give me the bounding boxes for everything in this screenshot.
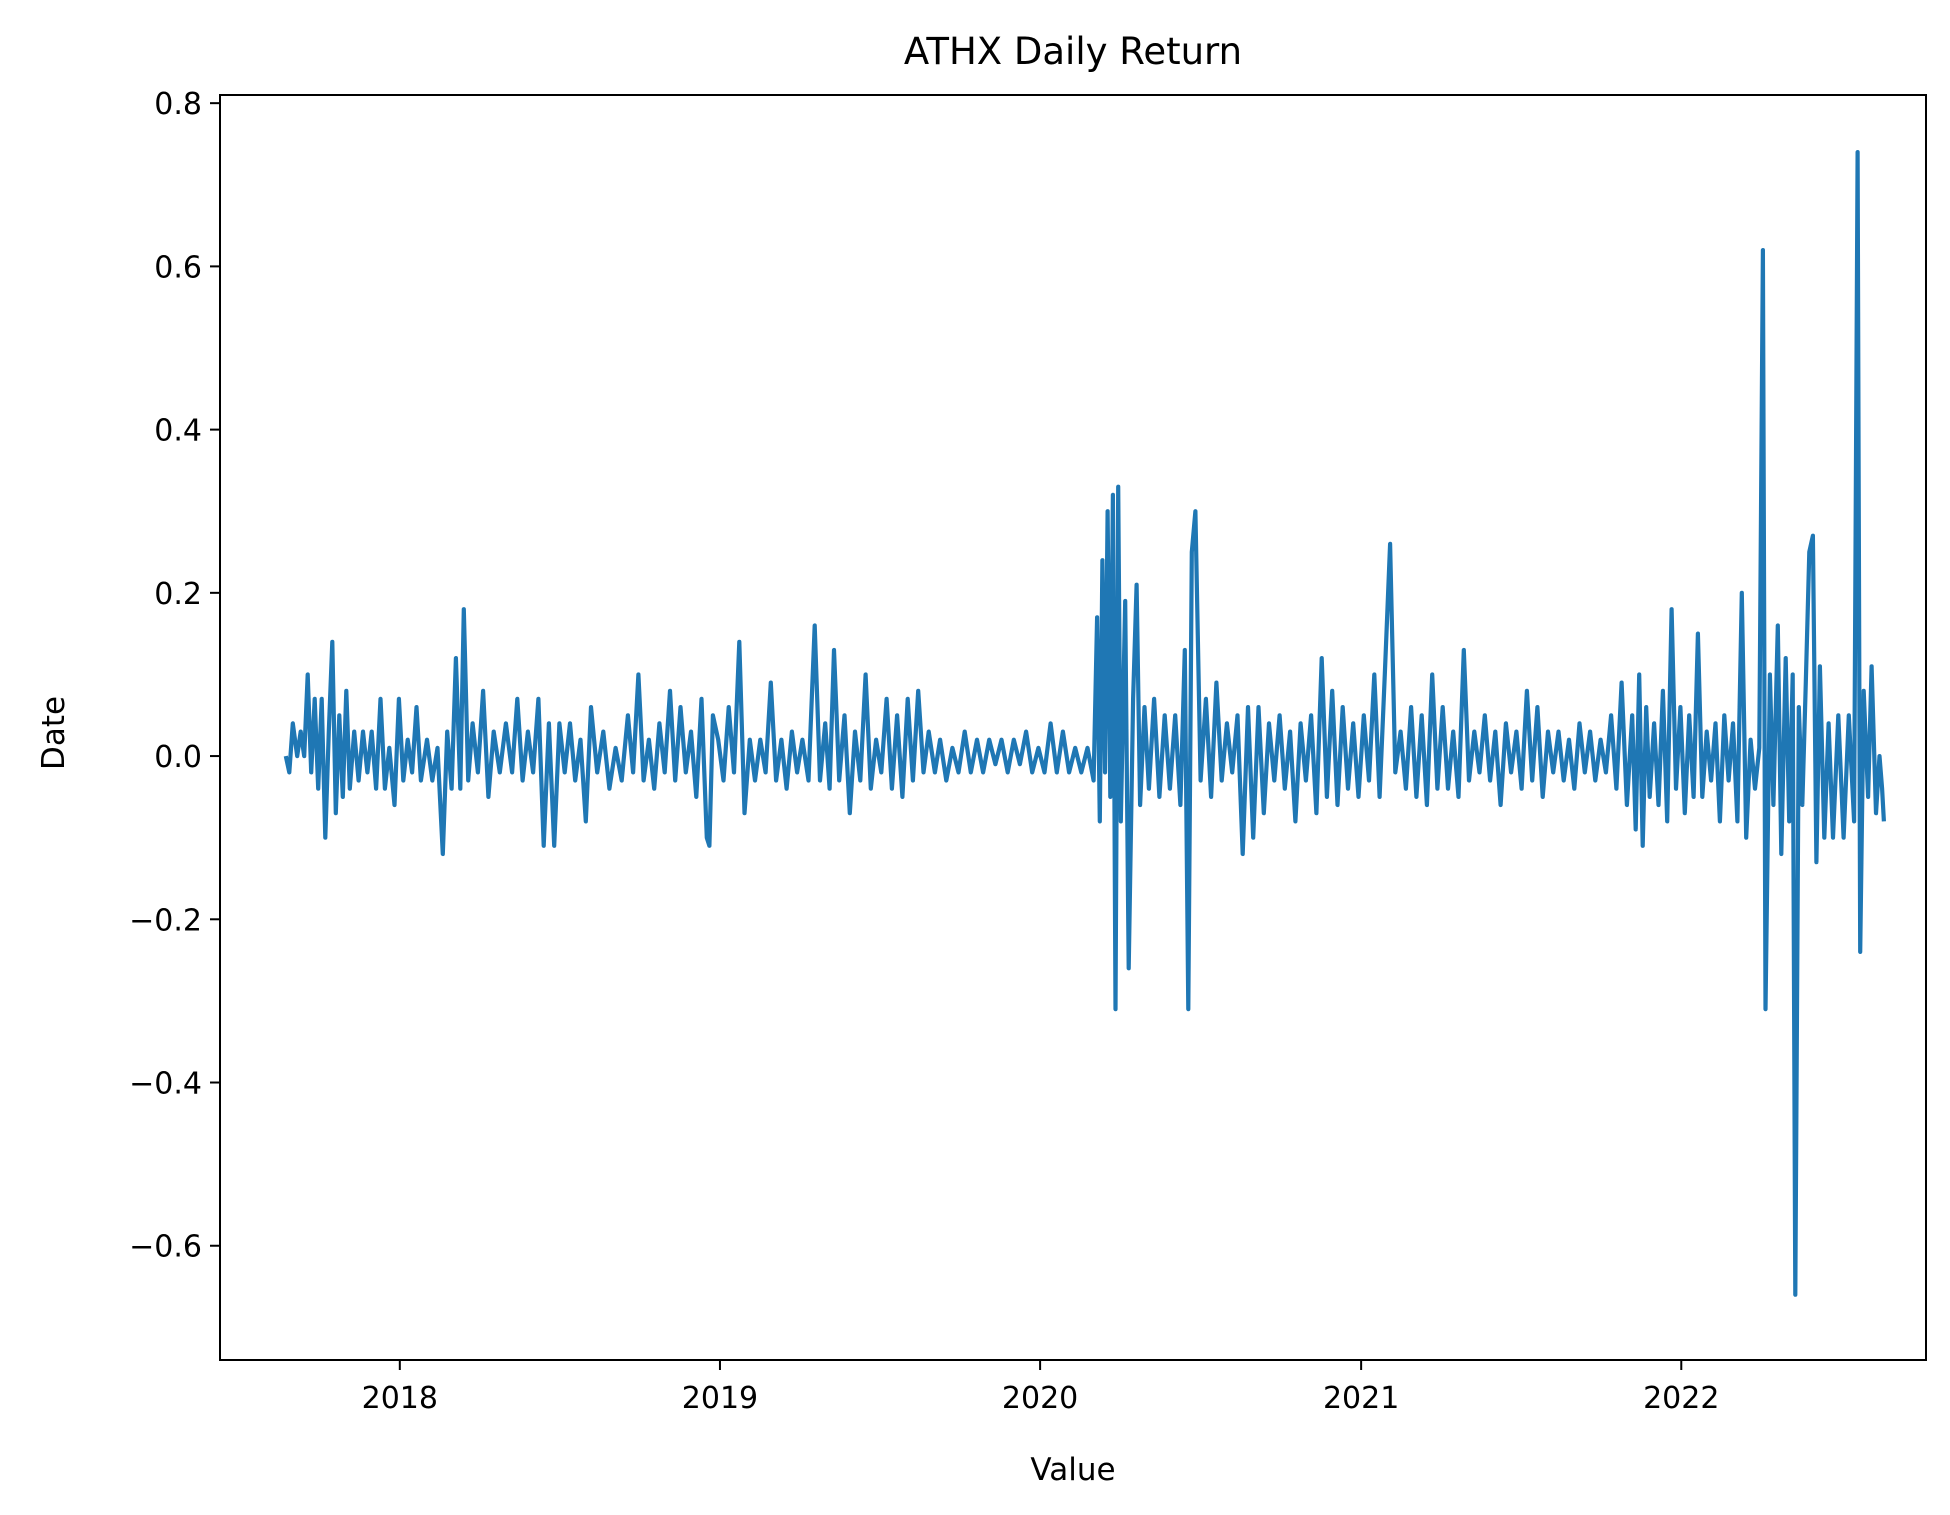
x-axis-title: Value [1030, 1452, 1115, 1488]
y-tick-label-0: 0.8 [154, 87, 202, 122]
x-tick-label-4: 2022 [1643, 1381, 1719, 1416]
axes-frame [219, 94, 1927, 1361]
y-axis-title: Date [36, 696, 72, 770]
y-tick-label-3: 0.2 [154, 577, 202, 612]
y-tick-label-4: 0.0 [154, 740, 202, 775]
x-tick-label-2: 2020 [1002, 1381, 1078, 1416]
y-tick-label-7: −0.6 [129, 1230, 202, 1265]
x-tick-label-1: 2019 [682, 1381, 758, 1416]
x-tick-label-3: 2021 [1323, 1381, 1399, 1416]
series-line-0 [283, 150, 1886, 1297]
y-tick-label-5: −0.2 [129, 903, 202, 938]
y-tick-label-2: 0.4 [154, 414, 202, 449]
y-tick-label-6: −0.4 [129, 1067, 202, 1102]
chart-title: ATHX Daily Return [904, 30, 1242, 73]
x-tick-label-0: 2018 [362, 1381, 438, 1416]
plot-area: 2018 2019 2020 2021 2022 0.8 0.6 0.4 0.2 0.0 −0.2 −… [129, 87, 1927, 1416]
y-tick-label-1: 0.6 [154, 250, 202, 285]
